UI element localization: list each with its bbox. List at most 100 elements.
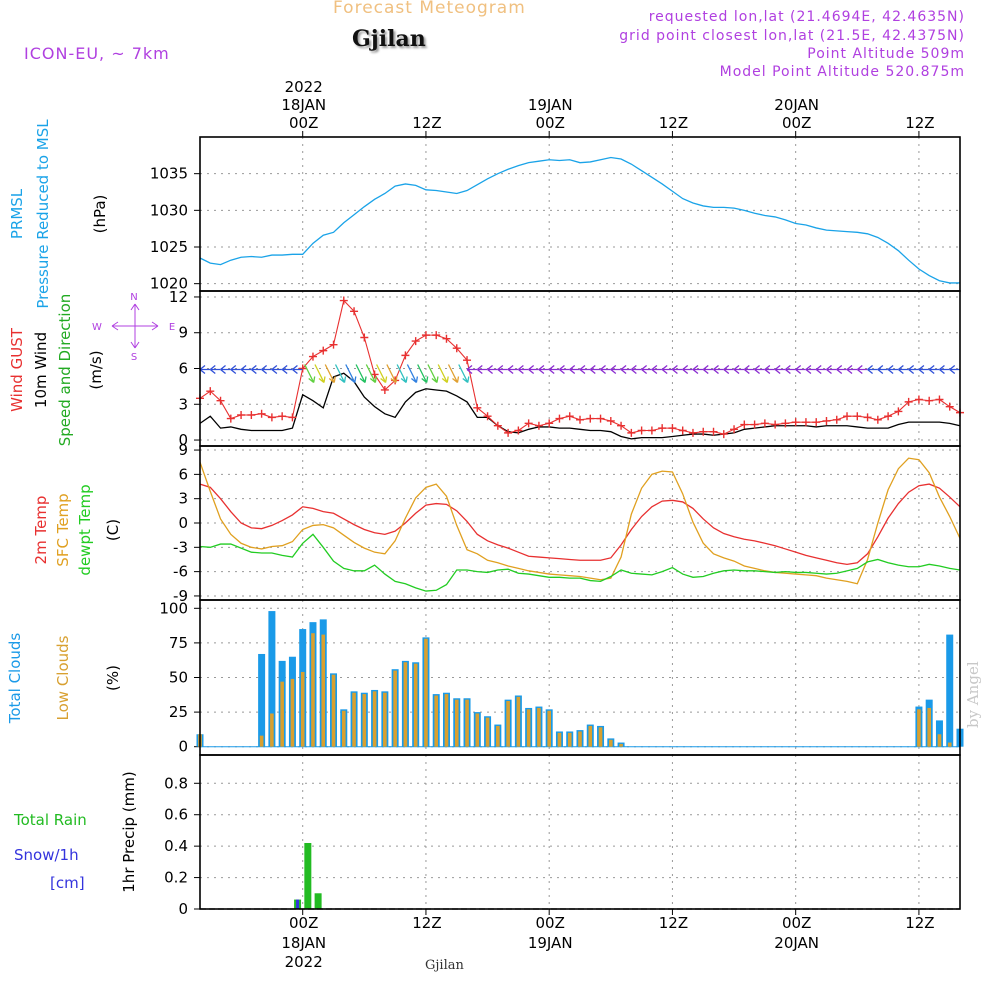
wind-direction-arrow: [220, 364, 231, 375]
wind-direction-arrow: [528, 364, 539, 375]
low-clouds-bar: [516, 696, 521, 747]
year-label-top: 2022: [285, 78, 323, 96]
gust-marker: [843, 412, 852, 421]
gust-marker: [822, 416, 831, 425]
year-label-bottom: 2022: [285, 953, 323, 971]
precip-tick-label: 0: [178, 900, 188, 918]
wind-direction-arrow: [764, 364, 775, 375]
gust-marker: [463, 356, 472, 365]
temperature-tick-label: 6: [178, 465, 188, 483]
wind-direction-arrow: [661, 364, 673, 375]
temperature-tick-label: 0: [178, 514, 188, 532]
wind-direction-arrow: [497, 364, 508, 375]
compass-south: S: [131, 352, 137, 363]
low-clouds-bar: [567, 732, 572, 747]
wind-direction-arrow: [345, 364, 357, 384]
wind-direction-arrow: [281, 364, 293, 375]
wind-direction-arrow: [314, 364, 326, 384]
low-clouds-bar: [393, 670, 397, 747]
total-clouds-bar: [946, 634, 954, 747]
gust-line: [199, 299, 961, 435]
day-label-top: 19JAN: [528, 96, 573, 114]
wind-direction-arrow: [569, 364, 580, 375]
gust-marker: [504, 428, 513, 437]
wind-direction-arrow: [230, 364, 241, 375]
clouds-tick-label: 50: [169, 669, 188, 687]
wind-direction-arrow: [784, 364, 796, 375]
gust-marker: [606, 416, 615, 425]
low-clouds-bar: [496, 725, 500, 747]
total-clouds-label: Total Clouds: [6, 633, 24, 725]
wind-direction-arrow: [292, 364, 303, 375]
low-clouds-bar: [352, 692, 356, 747]
low-clouds-bar: [280, 681, 284, 747]
gust-marker: [401, 351, 410, 360]
header-grid-point: grid point closest lon,lat (21.5E, 42.43…: [619, 28, 965, 44]
sfc-temp-label: SFC Temp: [54, 493, 72, 566]
time-tick-label-top: 00Z: [782, 114, 811, 132]
compass-east: E: [169, 322, 175, 333]
wind-direction-arrow: [209, 364, 221, 375]
precip-tick-label: 0.6: [164, 806, 188, 824]
gust-marker: [226, 414, 235, 423]
time-tick-label-bottom: 12Z: [412, 914, 441, 932]
wind-label: 10m Wind: [32, 332, 50, 408]
low-clouds-bar: [547, 710, 551, 747]
wind-direction-arrow: [589, 364, 601, 375]
wind-direction-arrow: [641, 364, 652, 375]
low-clouds-bar: [372, 691, 377, 747]
wind-direction-arrow: [702, 364, 714, 375]
precip-tick-label: 0.4: [164, 837, 188, 855]
wind-direction-arrow: [846, 364, 858, 375]
low-clouds-bar: [300, 671, 305, 747]
wind-direction-arrow: [939, 364, 950, 375]
gust-marker: [812, 418, 821, 427]
wind-direction-arrow: [437, 364, 449, 384]
temperature-tick-label: -9: [173, 587, 188, 605]
gust-marker: [534, 421, 543, 430]
wind-direction-arrow: [723, 364, 734, 375]
low-clouds-bar: [290, 678, 295, 747]
gust-marker: [863, 413, 872, 422]
header-product: Forecast Meteogram: [333, 0, 526, 18]
wind-direction-arrow: [386, 364, 398, 384]
temp2m-line: [199, 483, 961, 565]
gust-marker: [237, 411, 246, 419]
gust-marker: [647, 426, 656, 435]
wind-direction-arrow: [507, 364, 519, 375]
pressure-label: PRMSL: [8, 188, 26, 239]
gust-marker: [760, 419, 769, 428]
low-clouds-bar: [578, 731, 582, 747]
wind-direction-arrow: [682, 364, 693, 375]
low-clouds-bar: [557, 732, 562, 747]
gust-marker: [668, 424, 677, 433]
snow-unit-label: [cm]: [50, 874, 85, 892]
gust-marker: [442, 334, 451, 343]
gust-marker: [925, 396, 934, 405]
low-clouds-bar: [383, 692, 387, 747]
low-clouds-bar: [331, 674, 336, 747]
gust-marker: [914, 395, 923, 404]
low-clouds-bar: [588, 725, 593, 747]
time-tick-label-top: 12Z: [659, 114, 688, 132]
gust-marker: [473, 403, 482, 412]
gust-marker: [771, 420, 780, 429]
wind-direction-arrow: [458, 364, 470, 384]
header-model: ICON-EU, ~ 7km: [24, 44, 170, 63]
wind-direction-arrow: [774, 364, 786, 375]
gust-marker: [658, 424, 667, 433]
wind-direction-arrow: [918, 364, 929, 375]
clouds-tick-label: 100: [159, 599, 188, 617]
time-tick-label-bottom: 12Z: [905, 914, 934, 932]
wind-direction-arrow: [630, 364, 642, 375]
gust-marker: [565, 412, 574, 421]
wind-direction-arrow: [334, 364, 347, 384]
low-clouds-bar: [424, 638, 428, 747]
gust-marker: [853, 412, 862, 421]
wind-direction-label: Speed and Direction: [56, 294, 74, 447]
low-clouds-bar: [598, 727, 603, 747]
gust-marker: [216, 396, 225, 405]
low-clouds-bar: [434, 695, 439, 747]
wind-direction-arrow: [271, 364, 282, 375]
